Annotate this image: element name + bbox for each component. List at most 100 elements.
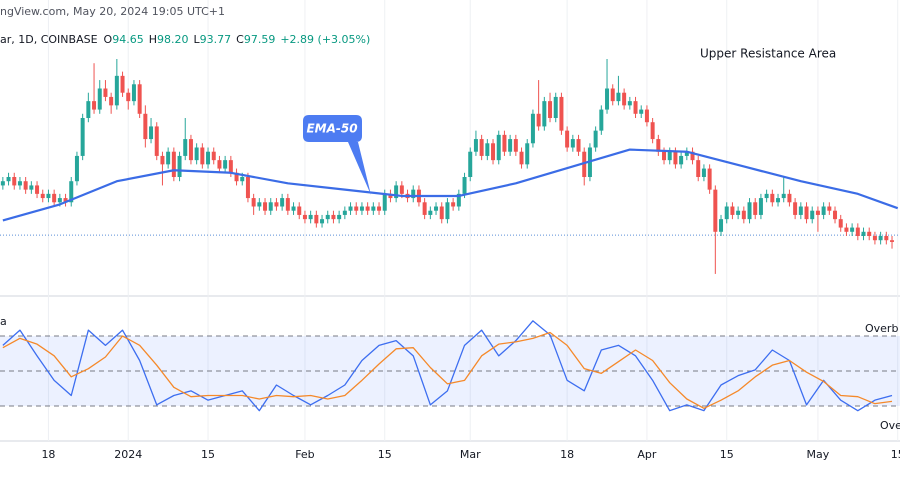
candle-body — [570, 139, 575, 148]
candle-body — [793, 202, 798, 215]
candle-body — [143, 113, 148, 140]
x-tick-label: 15 — [378, 448, 392, 461]
candle-body — [707, 168, 712, 190]
candle-body — [131, 84, 136, 102]
oversold-label: Ove — [880, 419, 900, 432]
candle-body — [245, 177, 250, 199]
candle-body — [855, 227, 860, 236]
candle-body — [69, 181, 74, 203]
candle-body — [758, 198, 763, 215]
candle-body — [496, 134, 501, 161]
candle-body — [251, 198, 256, 207]
candle-body — [35, 185, 40, 194]
candle-body — [411, 189, 416, 199]
candle-body — [622, 92, 627, 106]
candle-body — [371, 206, 376, 211]
candle-body — [166, 151, 171, 165]
candle-body — [525, 143, 530, 165]
candle-body — [6, 177, 11, 182]
candle-body — [719, 219, 724, 232]
candle-body — [149, 126, 154, 140]
candle-body — [268, 202, 273, 211]
stoch-d-line — [2, 331, 893, 409]
candle-body — [861, 231, 866, 236]
candle-body — [576, 139, 581, 152]
candle-body — [741, 210, 746, 220]
candle-body — [240, 177, 245, 182]
candle-body — [696, 160, 701, 177]
candle-body — [810, 210, 815, 220]
stoch-background — [0, 335, 900, 407]
candle-body — [428, 210, 433, 215]
candle-body — [815, 210, 820, 215]
candle-body — [12, 177, 17, 186]
candle-body — [23, 181, 28, 190]
candle-body — [479, 139, 484, 156]
candle-body — [194, 147, 199, 161]
candle-body — [29, 185, 34, 190]
x-tick-label: 15 — [891, 448, 900, 461]
candle-body — [74, 155, 79, 182]
candle-body — [639, 109, 644, 114]
candle-body — [46, 193, 51, 199]
candle-body — [553, 96, 558, 118]
x-tick-label: 15 — [201, 448, 215, 461]
candle-body — [548, 101, 553, 118]
candle-body — [234, 172, 239, 182]
x-tick-label: 18 — [41, 448, 55, 461]
candle-body — [308, 214, 313, 220]
candle-body — [97, 88, 102, 110]
candle-body — [838, 219, 843, 228]
candle-body — [491, 143, 496, 161]
candle-body — [673, 151, 678, 165]
candle-body — [200, 147, 205, 165]
candle-body — [821, 206, 826, 215]
candle-body — [616, 92, 621, 102]
x-tick-label: 18 — [560, 448, 574, 461]
candle-body — [753, 202, 758, 215]
ema-callout — [303, 115, 371, 195]
candle-body — [126, 92, 131, 102]
candle-body — [684, 151, 689, 156]
candle-body — [485, 143, 490, 156]
candle-body — [502, 134, 507, 152]
candle-body — [798, 206, 803, 215]
candle-body — [80, 118, 85, 156]
candle-body — [40, 193, 45, 199]
x-tick-label: Apr — [637, 448, 657, 461]
candle-body — [610, 88, 615, 102]
candle-body — [217, 160, 222, 169]
candle-body — [519, 151, 524, 165]
candle-body — [713, 189, 718, 232]
candle-body — [582, 151, 587, 177]
candle-body — [17, 181, 22, 186]
candle-body — [394, 185, 399, 199]
candle-body — [884, 236, 889, 241]
candle-body — [377, 206, 382, 211]
candle-body — [365, 206, 370, 211]
ema-callout-label: EMA-50 — [306, 122, 357, 136]
quote-label: C — [236, 33, 244, 46]
candle-body — [280, 198, 285, 207]
candle-body — [462, 177, 467, 194]
quote-value: 94.65 — [112, 33, 144, 46]
candle-body — [206, 151, 211, 165]
candle-body — [291, 206, 296, 211]
candle-body — [342, 210, 347, 215]
candle-body — [274, 202, 279, 207]
candle-body — [86, 101, 91, 118]
candle-body — [456, 193, 461, 207]
candle-body — [605, 88, 610, 110]
overbought-label: Overb — [865, 322, 898, 335]
candle-body — [468, 151, 473, 177]
x-tick-label: Feb — [295, 448, 314, 461]
candle-body — [160, 155, 165, 165]
candle-body — [183, 139, 188, 156]
candle-body — [52, 193, 57, 203]
candle-body — [388, 193, 393, 199]
x-tick-label: 15 — [720, 448, 734, 461]
candle-body — [337, 214, 342, 220]
header-source: ngView.com, May 20, 2024 19:05 UTC+1 — [0, 5, 225, 18]
candle-body — [844, 227, 849, 232]
